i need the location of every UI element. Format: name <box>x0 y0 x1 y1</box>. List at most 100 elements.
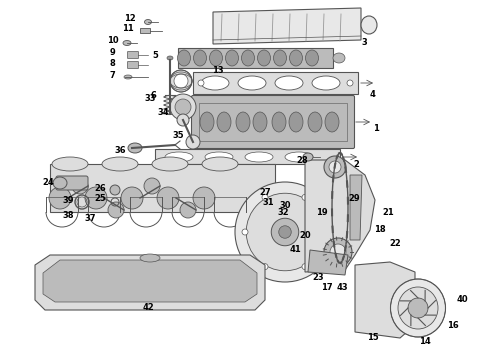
Text: 39: 39 <box>62 195 74 204</box>
Ellipse shape <box>398 287 438 329</box>
Ellipse shape <box>200 112 214 132</box>
Text: 34: 34 <box>157 108 169 117</box>
Ellipse shape <box>110 185 120 195</box>
Ellipse shape <box>322 229 328 235</box>
Ellipse shape <box>330 244 346 260</box>
Ellipse shape <box>170 70 192 92</box>
Polygon shape <box>43 260 257 302</box>
Text: 15: 15 <box>367 333 379 342</box>
Ellipse shape <box>262 194 268 201</box>
Text: 22: 22 <box>389 239 401 248</box>
Ellipse shape <box>144 178 160 194</box>
Ellipse shape <box>272 112 286 132</box>
Ellipse shape <box>308 112 322 132</box>
Ellipse shape <box>157 187 179 209</box>
Ellipse shape <box>235 182 335 282</box>
Ellipse shape <box>85 187 107 209</box>
Ellipse shape <box>303 153 313 161</box>
Polygon shape <box>308 250 348 275</box>
FancyBboxPatch shape <box>192 95 354 149</box>
Ellipse shape <box>108 202 124 218</box>
Text: 32: 32 <box>277 207 289 216</box>
Ellipse shape <box>202 157 238 171</box>
Ellipse shape <box>302 264 308 270</box>
Text: 37: 37 <box>84 213 96 222</box>
Ellipse shape <box>180 202 196 218</box>
Bar <box>193 72 358 94</box>
Ellipse shape <box>325 112 339 132</box>
Ellipse shape <box>347 80 353 86</box>
FancyBboxPatch shape <box>127 62 139 68</box>
Ellipse shape <box>305 50 318 66</box>
Ellipse shape <box>361 16 377 34</box>
Bar <box>50 164 275 212</box>
Text: 5: 5 <box>152 50 158 59</box>
Polygon shape <box>305 160 375 272</box>
Polygon shape <box>355 262 415 338</box>
Ellipse shape <box>245 152 273 162</box>
Ellipse shape <box>290 50 302 66</box>
Text: 43: 43 <box>336 283 348 292</box>
Text: 7: 7 <box>109 71 115 80</box>
Ellipse shape <box>177 50 191 66</box>
FancyBboxPatch shape <box>56 176 88 190</box>
Text: 33: 33 <box>144 94 156 103</box>
Ellipse shape <box>167 56 173 60</box>
Text: 28: 28 <box>296 156 308 165</box>
Ellipse shape <box>177 114 189 126</box>
Polygon shape <box>35 255 265 310</box>
Bar <box>199 103 347 141</box>
Bar <box>178 48 333 68</box>
Text: 12: 12 <box>124 14 136 23</box>
Text: 26: 26 <box>94 184 106 193</box>
Text: 10: 10 <box>107 36 119 45</box>
Ellipse shape <box>175 99 191 115</box>
Ellipse shape <box>238 76 266 90</box>
Ellipse shape <box>128 143 142 153</box>
Ellipse shape <box>324 156 346 178</box>
Ellipse shape <box>271 218 299 246</box>
Ellipse shape <box>170 94 196 120</box>
Ellipse shape <box>52 157 88 171</box>
Ellipse shape <box>324 238 352 266</box>
Text: 14: 14 <box>419 338 431 346</box>
Text: 40: 40 <box>456 296 468 305</box>
Text: 6: 6 <box>150 90 156 99</box>
Text: 27: 27 <box>259 188 271 197</box>
Text: 29: 29 <box>348 194 360 202</box>
Ellipse shape <box>246 193 324 271</box>
Text: 11: 11 <box>122 23 134 32</box>
Ellipse shape <box>152 157 188 171</box>
Text: 16: 16 <box>447 320 459 329</box>
Ellipse shape <box>408 298 428 318</box>
Ellipse shape <box>275 76 303 90</box>
Ellipse shape <box>102 157 138 171</box>
Ellipse shape <box>279 226 291 238</box>
Text: 18: 18 <box>374 225 386 234</box>
Polygon shape <box>213 8 361 44</box>
Ellipse shape <box>217 112 231 132</box>
Ellipse shape <box>253 112 267 132</box>
Text: 42: 42 <box>142 302 154 311</box>
Text: 23: 23 <box>312 273 324 282</box>
Ellipse shape <box>262 264 268 270</box>
Ellipse shape <box>140 254 160 262</box>
Text: 1: 1 <box>373 123 379 132</box>
Text: 38: 38 <box>62 211 74 220</box>
Text: 36: 36 <box>114 145 126 154</box>
Text: 3: 3 <box>361 37 367 46</box>
Ellipse shape <box>329 161 341 173</box>
Ellipse shape <box>205 152 233 162</box>
Ellipse shape <box>121 187 143 209</box>
Text: 25: 25 <box>94 194 106 202</box>
Ellipse shape <box>242 229 248 235</box>
Text: 19: 19 <box>316 207 328 216</box>
Polygon shape <box>350 175 362 240</box>
Text: 30: 30 <box>279 201 291 210</box>
Ellipse shape <box>123 41 131 45</box>
Ellipse shape <box>49 187 71 209</box>
FancyBboxPatch shape <box>127 51 139 59</box>
Text: 9: 9 <box>109 48 115 57</box>
Bar <box>140 28 150 33</box>
Ellipse shape <box>302 194 308 201</box>
